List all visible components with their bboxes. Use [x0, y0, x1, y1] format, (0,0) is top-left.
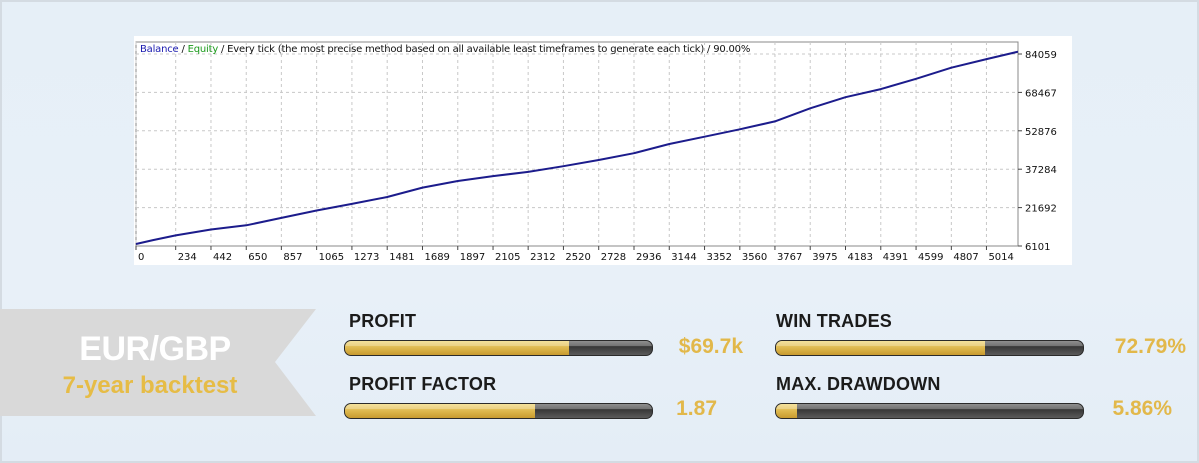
x-tick-label: 2312	[530, 252, 555, 263]
chart-title-separator: /	[178, 44, 188, 55]
balance-equity-chart: 84059 68467 52876 37284 21692 6101 0 234 442 650 8…	[134, 36, 1072, 265]
chart-title-equity: Equity	[187, 44, 219, 55]
pair-banner	[0, 309, 316, 416]
max-drawdown-bar	[775, 403, 1084, 419]
profit-factor-value: 1.87	[676, 397, 717, 420]
x-tick-label: 1065	[319, 252, 344, 263]
backtest-period: 7-year backtest	[62, 372, 238, 399]
x-tick-label: 1273	[354, 252, 379, 263]
x-tick-label: 4391	[883, 252, 908, 263]
x-tick-label: 1481	[389, 252, 414, 263]
chart-title: Balance / Equity / Every tick (the most …	[140, 44, 750, 55]
profit-label: PROFIT	[349, 311, 417, 331]
x-tick-label: 234	[178, 252, 197, 263]
currency-pair: EUR/GBP	[79, 330, 231, 368]
chart-title-rest: / Every tick (the most precise method ba…	[218, 44, 751, 55]
x-tick-label: 1897	[460, 252, 485, 263]
x-tick-label: 2936	[636, 252, 661, 263]
profit-factor-bar	[344, 403, 653, 419]
x-tick-label: 650	[248, 252, 267, 263]
profit-factor-bar-fill	[345, 404, 536, 418]
x-tick-label: 3767	[777, 252, 802, 263]
x-tick-label: 3560	[742, 252, 767, 263]
balance-line	[135, 50, 1019, 245]
profit-bar	[344, 340, 653, 356]
x-tick-label: 3144	[671, 252, 696, 263]
win-trades-label: WIN TRADES	[776, 311, 892, 331]
y-tick-label: 37284	[1025, 165, 1057, 176]
max-drawdown-label: MAX. DRAWDOWN	[776, 374, 941, 394]
x-tick-label: 857	[283, 252, 302, 263]
x-tick-label: 3352	[707, 252, 732, 263]
profit-value: $69.7k	[678, 335, 743, 358]
max-drawdown-value: 5.86%	[1112, 397, 1172, 420]
profit-bar-fill	[345, 341, 570, 355]
x-tick-label: 442	[213, 252, 232, 263]
win-trades-bar	[775, 340, 1084, 356]
y-tick-label: 52876	[1025, 127, 1057, 138]
y-tick-label: 68467	[1025, 88, 1057, 99]
profit-factor-label: PROFIT FACTOR	[349, 374, 497, 394]
plot-frame	[135, 41, 1019, 247]
x-tick-label: 2520	[565, 252, 590, 263]
x-tick-label: 4807	[953, 252, 978, 263]
x-tick-label: 4183	[848, 252, 873, 263]
chart-canvas: 84059 68467 52876 37284 21692 6101 0 234 442 650 8…	[135, 41, 1057, 263]
max-drawdown-bar-fill	[776, 404, 798, 418]
x-tick-label: 5014	[988, 252, 1013, 263]
x-tick-label: 4599	[918, 252, 943, 263]
win-trades-value: 72.79%	[1114, 335, 1186, 358]
x-tick-label: 0	[138, 252, 144, 263]
chart-title-balance: Balance	[140, 44, 179, 55]
y-tick-label: 84059	[1025, 50, 1057, 61]
x-tick-label: 2105	[495, 252, 520, 263]
y-tick-label: 6101	[1025, 242, 1050, 253]
y-tick-label: 21692	[1025, 204, 1057, 215]
x-tick-label: 1689	[424, 252, 449, 263]
x-tick-label: 3975	[812, 252, 837, 263]
win-trades-bar-fill	[776, 341, 985, 355]
x-tick-label: 2728	[601, 252, 626, 263]
